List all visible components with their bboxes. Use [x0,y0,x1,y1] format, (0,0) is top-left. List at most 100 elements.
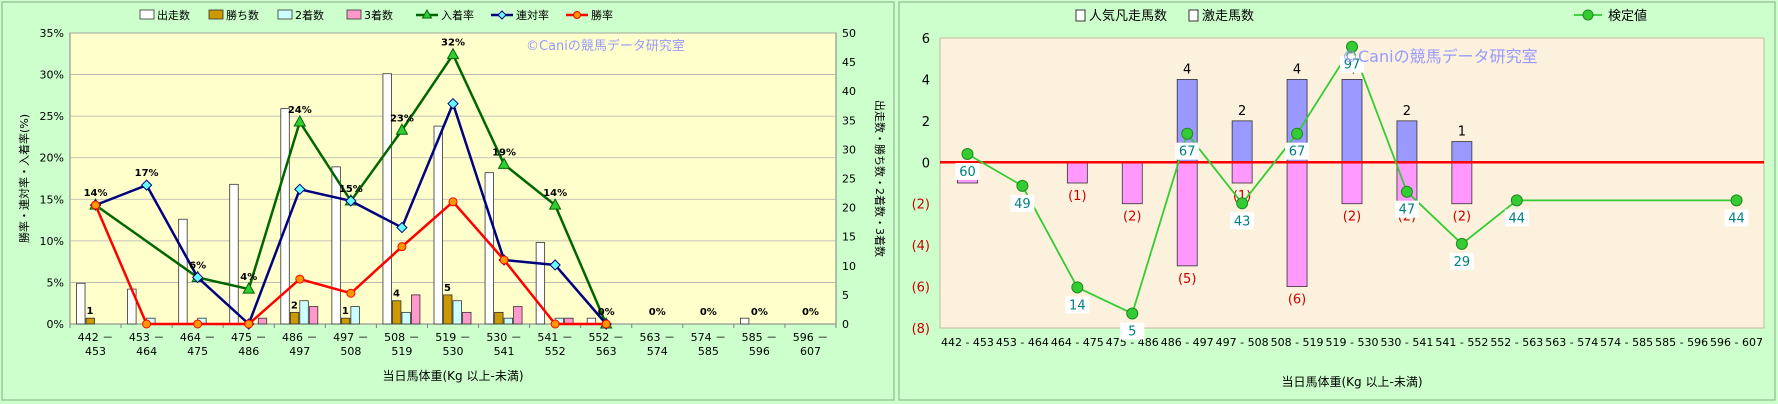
marker-勝率 [91,200,101,210]
marker-勝率 [295,274,305,284]
bar-data-label-positive: 1 [1458,125,1466,140]
marker-勝率 [346,288,356,298]
x-tick-label: 508 [340,345,361,358]
bar-人気凡走馬数 [1066,161,1088,184]
bar-勝ち数 [392,300,402,325]
marker-連対率 [294,183,306,196]
bar-2着数 [350,306,360,325]
marker-検定値 [1730,194,1743,207]
x-tick-label: 486 [238,345,259,358]
bar-勝ち数 [340,317,351,325]
legend-entry: 出走数 [157,8,190,22]
line-data-label: 5 [1128,325,1136,340]
bar-2着数 [401,311,411,325]
x-tick-label: 519 [391,345,412,358]
legend-marker [1582,9,1594,21]
line-data-label: 44 [1728,211,1745,226]
legend-marker [421,8,433,19]
y-tick-label-left: 25% [40,110,64,123]
marker-連対率 [345,195,357,207]
bar-data-label-positive: 4 [1293,62,1301,77]
point-data-label: 32% [441,38,465,49]
bar-出走数 [433,125,443,325]
x-tick-label: 563 － [640,331,676,344]
x-axis-label: 当日馬体重(Kg 以上-未満) [1282,375,1423,389]
x-tick-label: 475 - 486 [1106,336,1159,349]
legend-swatch [1075,9,1086,22]
y-tick-label: (8) [912,322,930,337]
y-tick-label-right: 0 [842,318,849,331]
marker-入着率 [242,282,256,294]
y-tick-label: (6) [912,281,930,296]
marker-連対率 [191,271,204,284]
line-data-label: 49 [1014,197,1031,212]
bar-出走数 [331,166,341,325]
bar-data-label: 1 [87,306,94,317]
point-data-label: 4% [240,272,257,283]
legend-swatch [346,9,362,20]
line-label-bg [1120,322,1145,340]
legend-marker [497,10,507,20]
marker-検定値 [1181,127,1194,140]
bar-data-label-negative: (2) [1453,210,1471,225]
bar-出走数 [76,282,86,325]
line-入着率 [94,52,608,325]
x-tick-label: 486 － [282,331,318,344]
bar-人気凡走馬数 [1231,161,1253,184]
line-data-label: 44 [1509,211,1526,226]
x-tick-label: 585 － [742,331,778,344]
x-tick-label: 475 [187,345,208,358]
bar-出走数 [382,73,392,325]
marker-検定値 [1236,197,1249,210]
x-tick-label: 541 - 552 [1435,336,1488,349]
line-label-bg [1285,142,1310,160]
point-data-label: 15% [339,184,363,195]
marker-検定値 [1455,237,1468,250]
point-data-label: 6% [189,260,206,271]
x-tick-label: 464 - 475 [1051,336,1104,349]
x-tick-label: 585 - 596 [1655,336,1708,349]
line-label-bg [1010,194,1035,212]
y-tick-label-left: 15% [40,193,64,206]
marker-入着率 [548,198,562,210]
watermark: ©Caniの競馬データ研究室 [1342,47,1538,66]
bar-出走数 [740,317,750,325]
point-data-label: 0% [649,307,666,318]
chart-horse-weight-test: 6 4 2 0 (2) (4) (6) (8) 442 - 453 453 - 464 (1) 464… [898,1,1776,401]
bar-data-label-negative: (5) [1178,272,1196,287]
y-tick-label-right: 25 [842,173,856,186]
y-tick-label: 2 [922,115,930,130]
marker-勝率 [601,319,611,329]
legend-entry: 勝率 [591,8,613,22]
x-tick-label: 552 [545,345,566,358]
bar-3着数 [513,306,523,325]
x-tick-label: 497 - 508 [1216,336,1269,349]
line-検定値 [967,44,1737,315]
bar-data-label-negative: (2) [1343,210,1361,225]
legend-swatch [1188,9,1199,22]
bar-人気凡走馬数 [1451,161,1473,205]
bar-人気凡走馬数 [1341,161,1363,205]
x-tick-label: 464 [136,345,157,358]
y-tick-label-right: 15 [842,231,856,244]
y-tick-label-left: 5% [47,276,64,289]
marker-検定値 [1126,307,1139,320]
x-tick-label: 486 - 497 [1161,336,1214,349]
marker-検定値 [1291,127,1304,140]
point-data-label: 23% [390,113,414,124]
y-tick-label-right: 45 [842,56,856,69]
bar-data-label: 4 [393,289,400,300]
legend-entry: 検定値 [1608,8,1647,24]
marker-勝率 [142,319,152,329]
bar-出走数 [178,218,188,325]
x-tick-label: 453 - 464 [996,336,1049,349]
legend-entry: 人気凡走馬数 [1089,8,1167,24]
x-tick-label: 497 [289,345,310,358]
line-label-bg [1394,200,1419,218]
legend-swatch [208,9,224,20]
bar-data-label: 2 [291,300,298,311]
x-tick-label: 464 － [180,331,216,344]
point-data-label: 0% [802,307,819,318]
bar-2着数 [452,300,462,325]
y-tick-label: (4) [912,239,930,254]
